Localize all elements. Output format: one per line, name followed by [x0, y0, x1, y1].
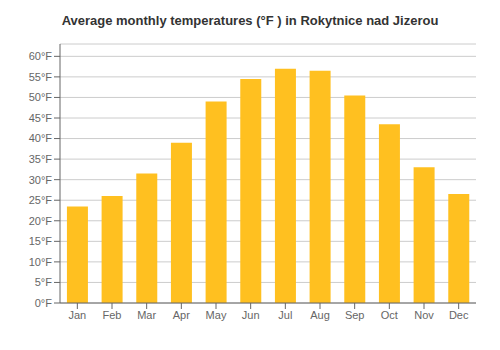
svg-text:20°F: 20°F: [29, 215, 53, 227]
svg-text:Nov: Nov: [414, 309, 434, 321]
svg-text:Jul: Jul: [278, 309, 292, 321]
svg-text:Oct: Oct: [381, 309, 398, 321]
svg-text:35°F: 35°F: [29, 153, 53, 165]
svg-text:0°F: 0°F: [35, 297, 53, 309]
svg-text:May: May: [206, 309, 227, 321]
svg-text:30°F: 30°F: [29, 174, 53, 186]
svg-text:Aug: Aug: [310, 309, 330, 321]
svg-text:10°F: 10°F: [29, 256, 53, 268]
svg-text:40°F: 40°F: [29, 132, 53, 144]
html-text:Average monthly temperatures (: Average monthly temperatures (°F ) in Ro…: [61, 13, 439, 28]
svg-text:Apr: Apr: [173, 309, 190, 321]
svg-text:Jun: Jun: [242, 309, 260, 321]
svg-text:Mar: Mar: [137, 309, 156, 321]
svg-text:45°F: 45°F: [29, 112, 53, 124]
svg-text:50°F: 50°F: [29, 91, 53, 103]
svg-text:Sep: Sep: [345, 309, 365, 321]
svg-text:25°F: 25°F: [29, 194, 53, 206]
svg-text:Dec: Dec: [449, 309, 469, 321]
svg-text:15°F: 15°F: [29, 235, 53, 247]
svg-text:5°F: 5°F: [35, 276, 53, 288]
svg-text:Jan: Jan: [68, 309, 86, 321]
svg-text:60°F: 60°F: [29, 50, 53, 62]
svg-text:Feb: Feb: [103, 309, 122, 321]
svg-text:55°F: 55°F: [29, 71, 53, 83]
